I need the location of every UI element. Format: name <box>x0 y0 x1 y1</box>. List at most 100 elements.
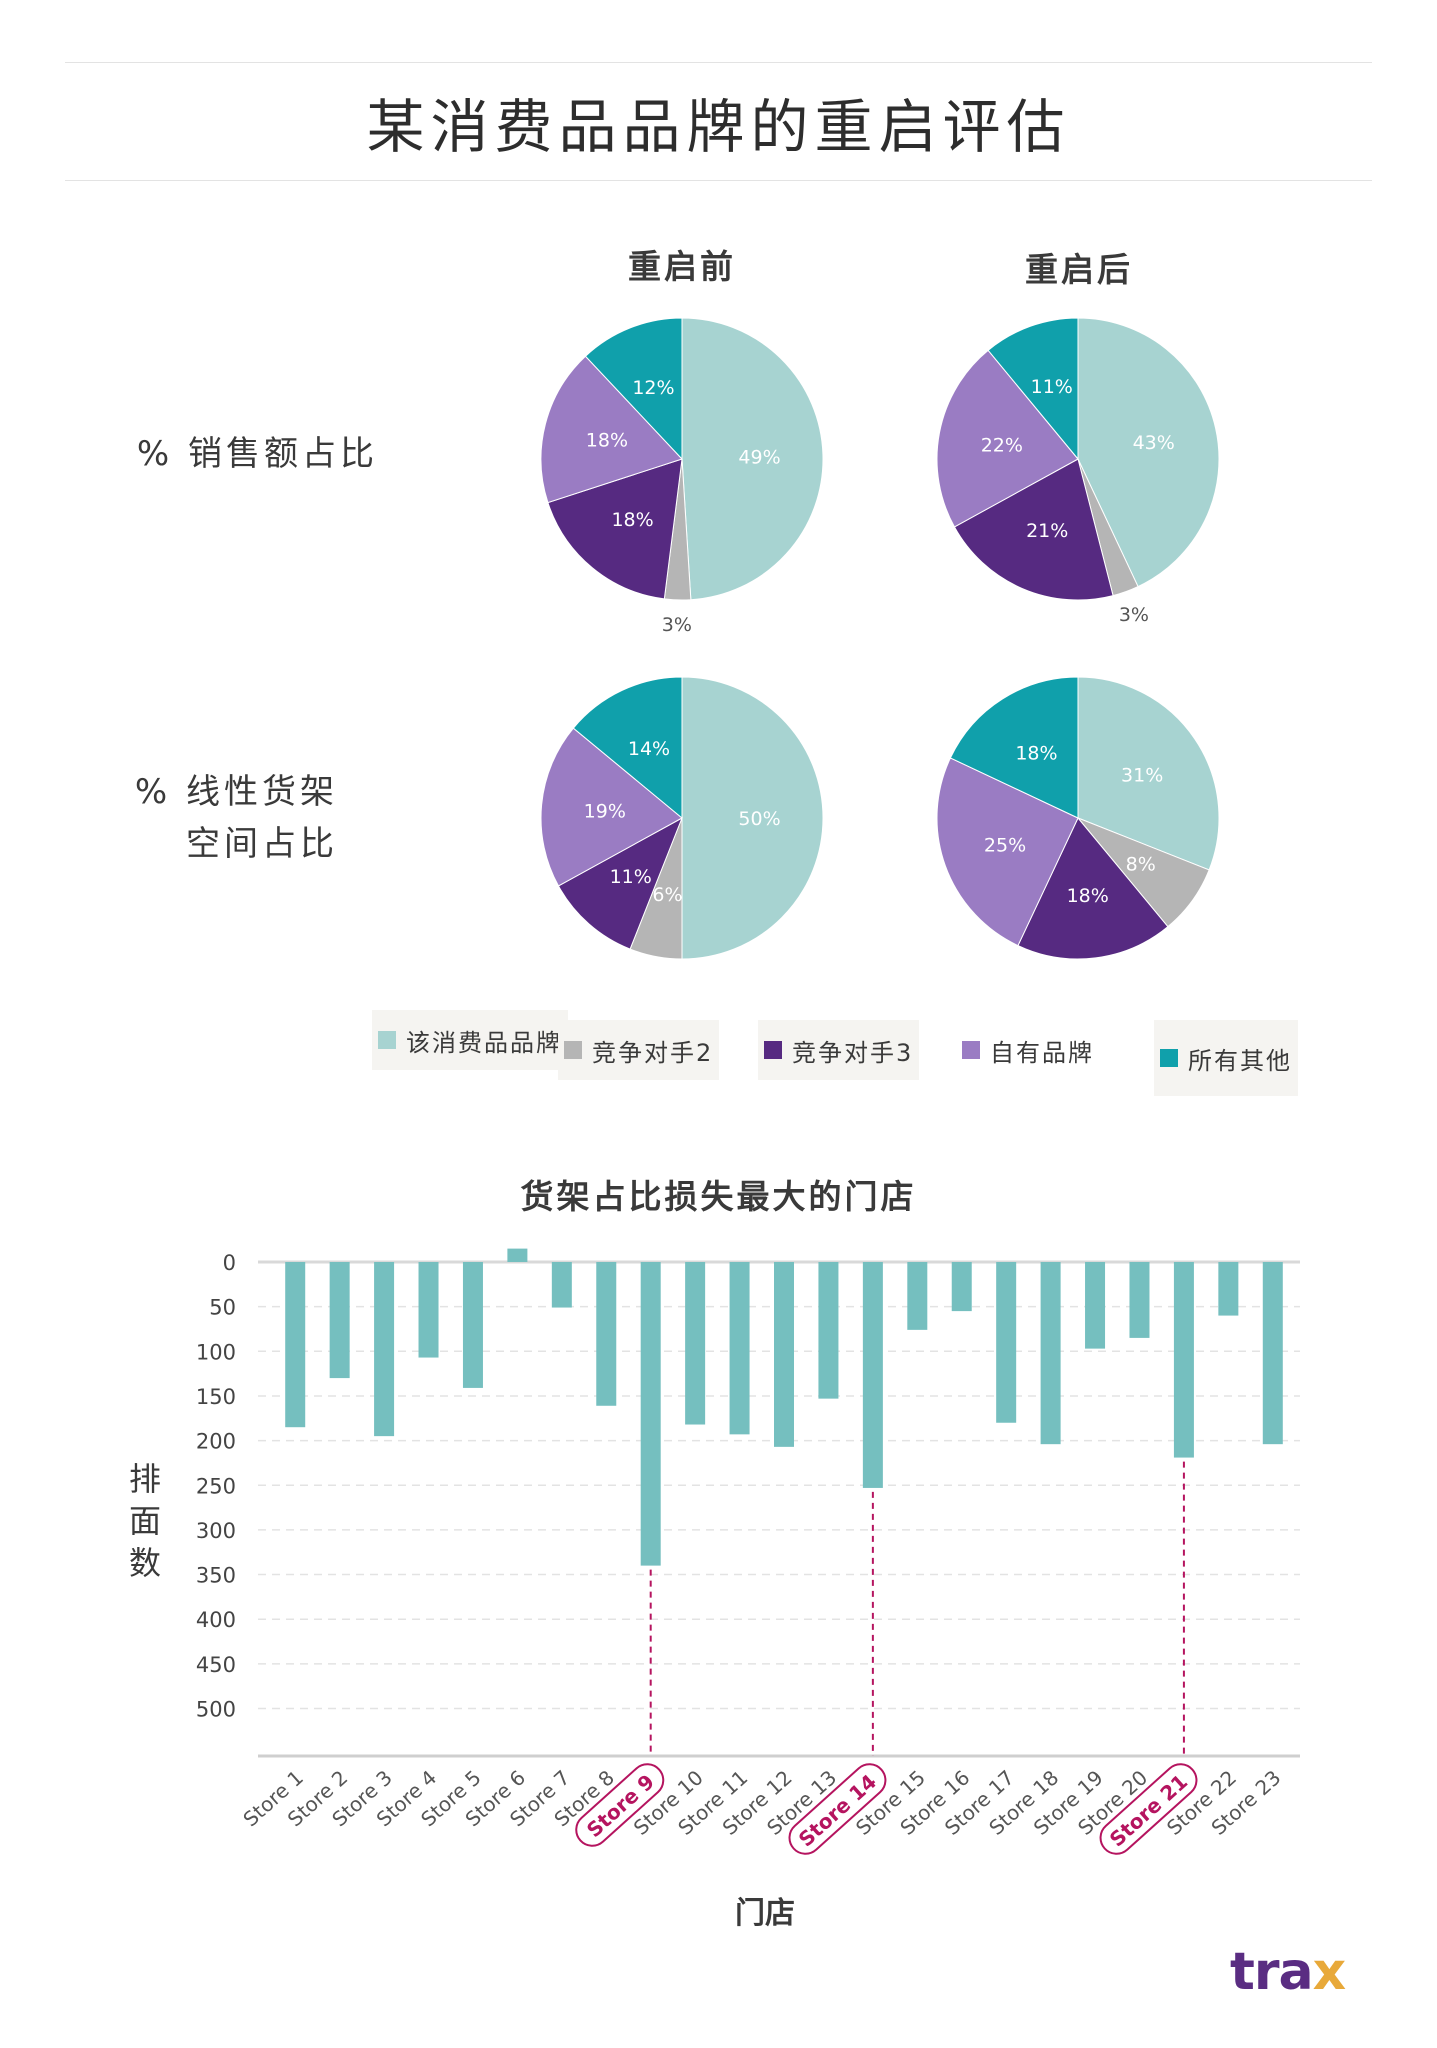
y-tick-label: 350 <box>196 1564 236 1588</box>
pie-slice-label: 18% <box>1015 743 1057 765</box>
pie-slice <box>557 816 683 950</box>
legend-swatch-brand <box>378 1031 396 1049</box>
legend-swatch-others <box>1160 1049 1178 1067</box>
pie-slice <box>572 676 683 820</box>
pie-slice <box>949 676 1079 819</box>
trax-logo: trax <box>1230 1942 1347 2002</box>
logo-accent: x <box>1312 1942 1347 2002</box>
pie-slice <box>681 676 824 960</box>
bar <box>907 1262 928 1330</box>
row-label-shelf: % 线性货架 空间占比 <box>38 766 338 870</box>
bar <box>1262 1262 1283 1445</box>
y-tick-label: 100 <box>196 1340 236 1364</box>
logo-text: tra <box>1230 1942 1314 2002</box>
legend-label-others: 所有其他 <box>1188 1046 1292 1075</box>
bar <box>418 1262 439 1358</box>
bar-chart-x-label: 门店 <box>735 1896 795 1931</box>
y-tick-label: 450 <box>196 1653 236 1677</box>
top-divider <box>65 62 1372 63</box>
highlight-pill <box>575 1763 665 1847</box>
pie-slice-label: 31% <box>1121 764 1163 786</box>
legend-item-private-label: 自有品牌 <box>956 1020 1100 1080</box>
pie-slice <box>953 458 1114 601</box>
legend-item-competitor3: 竞争对手3 <box>758 1020 920 1080</box>
pie-slice <box>1077 676 1220 871</box>
pie-slice-label: 6% <box>652 884 682 906</box>
bar <box>729 1262 750 1435</box>
pie-slice-label: 19% <box>584 801 626 823</box>
bar <box>951 1262 972 1312</box>
legend-item-competitor2: 竞争对手2 <box>558 1020 720 1080</box>
bar <box>1129 1262 1150 1338</box>
pie-chart-3: 50% 6%11% 19% 14% <box>540 676 824 960</box>
bar <box>462 1262 483 1388</box>
row-label-shelf-line2: 空间占比 <box>186 824 338 864</box>
y-tick-label: 0 <box>223 1251 236 1275</box>
bar <box>862 1262 883 1488</box>
pie-slice <box>936 757 1079 947</box>
bar <box>329 1262 350 1379</box>
highlight-pill <box>1099 1763 1198 1855</box>
legend-swatch-private-label <box>962 1041 980 1059</box>
pie-chart-4: 31% 8% 18% 25% 18% <box>936 676 1220 960</box>
pie-slice-label: 43% <box>1133 432 1175 454</box>
pie-slice <box>540 355 683 504</box>
bar <box>818 1262 839 1399</box>
legend-label-brand: 该消费品品牌 <box>406 1028 562 1057</box>
bar <box>1173 1262 1194 1458</box>
bar <box>285 1262 306 1428</box>
pie-slice-label: 21% <box>1026 520 1068 542</box>
pie-slice <box>681 317 824 601</box>
pie-slice-label: 11% <box>610 866 652 888</box>
bar <box>640 1262 661 1566</box>
y-tick-label: 500 <box>196 1698 236 1722</box>
pie-slice-label: 8% <box>1126 854 1156 876</box>
page-title: 某消费品品牌的重启评估 <box>366 93 1071 161</box>
pie-slice <box>584 317 683 461</box>
bar <box>1085 1262 1106 1349</box>
pie-slice-label: 22% <box>981 434 1023 456</box>
y-tick-label: 300 <box>196 1519 236 1543</box>
pie-chart-2: 43% 3% 21% 22% 11% <box>936 317 1220 626</box>
legend-item-brand: 该消费品品牌 <box>372 1010 568 1070</box>
pie-slice-label: 3% <box>662 614 692 636</box>
pie-slice-label: 12% <box>632 377 674 399</box>
title-divider <box>65 180 1372 181</box>
bar <box>1040 1262 1061 1445</box>
bar <box>596 1262 617 1406</box>
bar <box>774 1262 794 1447</box>
pie-slice-label: 25% <box>984 834 1026 856</box>
pie-slice <box>987 317 1079 461</box>
pie-slice-label: 18% <box>611 509 653 531</box>
pie-slice <box>936 349 1079 528</box>
legend-swatch-competitor2 <box>564 1041 582 1059</box>
legend-label-competitor3: 竞争对手3 <box>792 1038 914 1067</box>
pie-slice-label: 3% <box>1119 604 1149 626</box>
pie-slice-label: 18% <box>586 430 628 452</box>
bar-chart-title: 货架占比损失最大的门店 <box>520 1177 917 1216</box>
y-tick-label: 400 <box>196 1608 236 1632</box>
y-tick-label: 200 <box>196 1430 236 1454</box>
bar <box>685 1262 706 1425</box>
highlight-pill <box>788 1763 887 1855</box>
bar <box>507 1248 528 1262</box>
pie-slice <box>1017 817 1169 960</box>
y-tick-label: 150 <box>196 1385 236 1409</box>
bar <box>551 1262 572 1308</box>
column-title-after: 重启后 <box>1025 250 1133 289</box>
pie-slice-label: 18% <box>1067 885 1109 907</box>
pie-slice <box>540 727 683 887</box>
pie-slice-label: 50% <box>738 808 780 830</box>
pie-chart-1: 49% 3% 18% 18% 12% <box>540 317 824 636</box>
row-label-sales-line1: % 销售额占比 <box>136 434 378 474</box>
pie-slice-label: 14% <box>628 738 670 760</box>
bar <box>1218 1262 1239 1316</box>
pie-slice-label: 11% <box>1031 376 1073 398</box>
column-title-before: 重启前 <box>628 247 736 286</box>
pie-slice <box>1077 317 1220 588</box>
pie-slice <box>547 458 683 600</box>
legend-swatch-competitor3 <box>764 1041 782 1059</box>
legend-label-competitor2: 竞争对手2 <box>592 1038 714 1067</box>
